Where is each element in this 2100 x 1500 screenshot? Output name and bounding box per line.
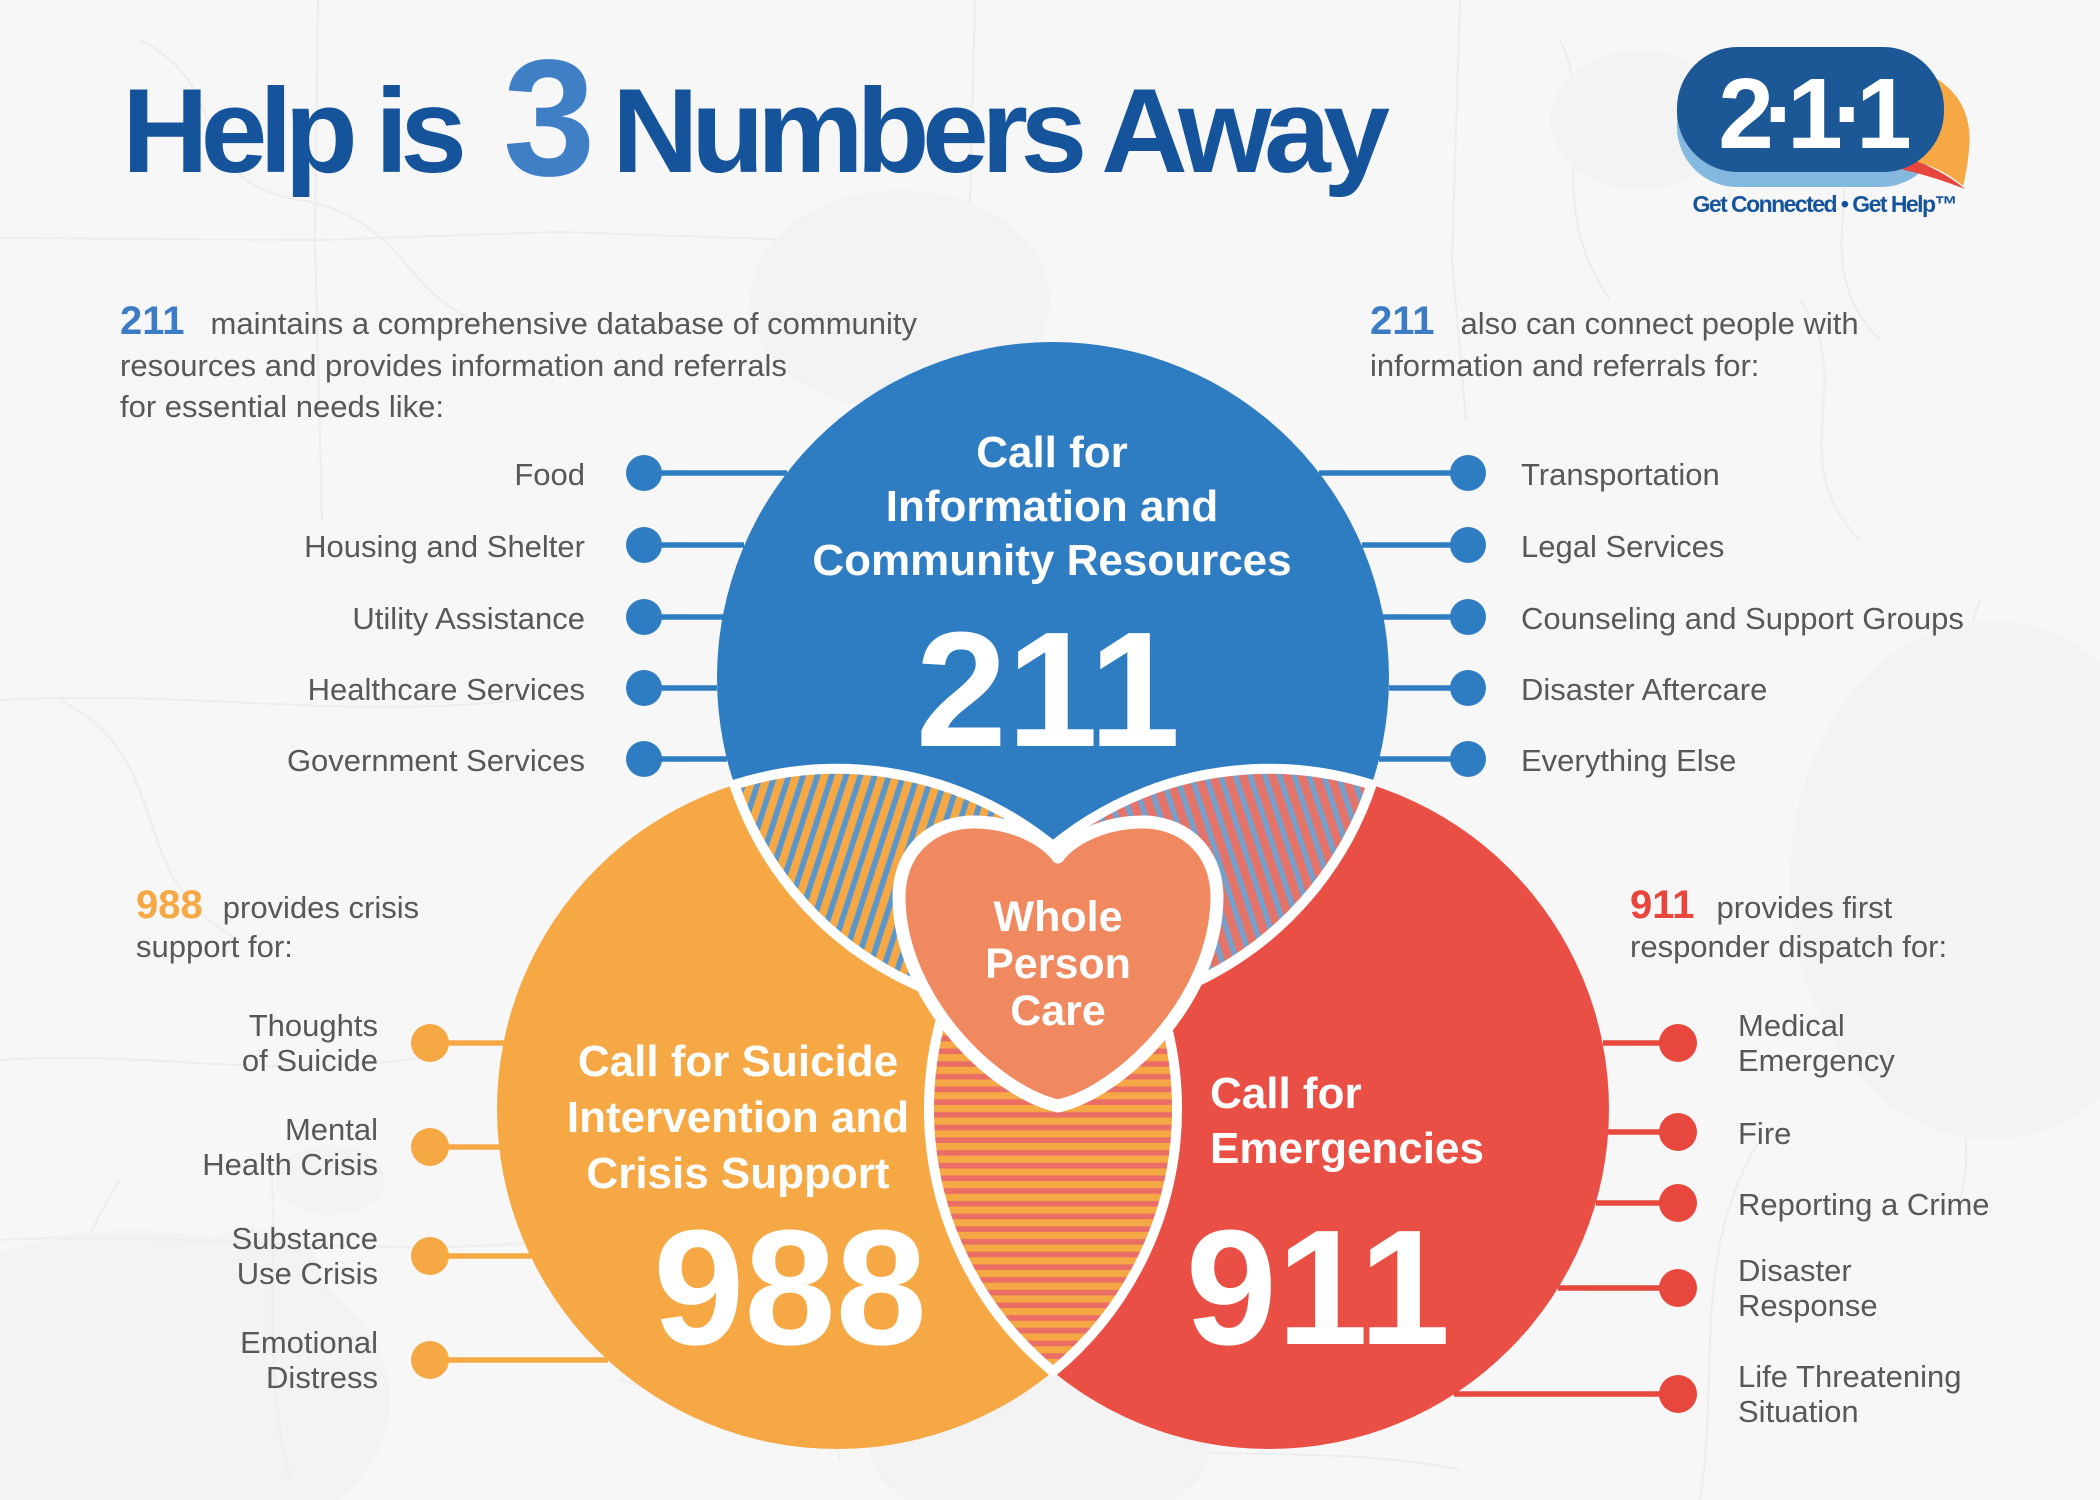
svg-text:Housing and Shelter: Housing and Shelter bbox=[304, 529, 585, 564]
svg-text:Emergency: Emergency bbox=[1738, 1043, 1895, 1078]
svg-text:Get Connected • Get Help™: Get Connected • Get Help™ bbox=[1693, 191, 1958, 217]
svg-text:Emotional: Emotional bbox=[240, 1325, 378, 1360]
svg-text:Distress: Distress bbox=[266, 1360, 378, 1395]
svg-text:Transportation: Transportation bbox=[1521, 457, 1720, 492]
svg-text:Call for: Call for bbox=[976, 428, 1128, 477]
svg-text:Situation: Situation bbox=[1738, 1394, 1859, 1429]
svg-text:Government Services: Government Services bbox=[287, 743, 585, 778]
svg-text:support for:: support for: bbox=[136, 929, 293, 964]
svg-text:Utility Assistance: Utility Assistance bbox=[352, 601, 585, 636]
svg-text:Help is: Help is bbox=[122, 64, 467, 198]
svg-text:Everything Else: Everything Else bbox=[1521, 743, 1736, 778]
svg-text:Disaster: Disaster bbox=[1738, 1253, 1852, 1288]
svg-text:for essential needs like:: for essential needs like: bbox=[120, 389, 444, 424]
svg-text:911: 911 bbox=[1186, 1196, 1451, 1379]
svg-text:Healthcare Services: Healthcare Services bbox=[308, 672, 585, 707]
svg-text:Disaster Aftercare: Disaster Aftercare bbox=[1521, 672, 1767, 707]
svg-text:Numbers Away: Numbers Away bbox=[612, 64, 1390, 198]
svg-text:Person: Person bbox=[985, 940, 1131, 988]
svg-text:Food: Food bbox=[514, 457, 585, 492]
svg-text:information and referrals for:: information and referrals for: bbox=[1370, 348, 1759, 383]
svg-text:Community Resources: Community Resources bbox=[812, 536, 1291, 585]
svg-text:Care: Care bbox=[1010, 987, 1106, 1035]
svg-text:Life Threatening: Life Threatening bbox=[1738, 1359, 1961, 1394]
svg-text:Whole: Whole bbox=[994, 893, 1123, 941]
svg-text:Information and: Information and bbox=[886, 482, 1218, 531]
svg-text:Call for: Call for bbox=[1210, 1069, 1362, 1118]
svg-text:Medical: Medical bbox=[1738, 1008, 1845, 1043]
svg-text:Counseling and Support Groups: Counseling and Support Groups bbox=[1521, 601, 1964, 636]
svg-text:Use Crisis: Use Crisis bbox=[237, 1256, 378, 1291]
svg-text:resources and provides informa: resources and provides information and r… bbox=[120, 348, 787, 383]
svg-text:Substance: Substance bbox=[232, 1221, 379, 1256]
svg-text:Intervention and: Intervention and bbox=[567, 1093, 909, 1142]
svg-text:988: 988 bbox=[653, 1196, 927, 1379]
svg-text:Reporting a Crime: Reporting a Crime bbox=[1738, 1187, 1990, 1222]
svg-text:responder dispatch for:: responder dispatch for: bbox=[1630, 929, 1947, 964]
svg-text:Thoughts: Thoughts bbox=[249, 1008, 378, 1043]
svg-text:Legal Services: Legal Services bbox=[1521, 529, 1724, 564]
svg-text:Response: Response bbox=[1738, 1288, 1878, 1323]
svg-text:Call for Suicide: Call for Suicide bbox=[578, 1037, 898, 1086]
svg-text:211: 211 bbox=[916, 598, 1181, 781]
svg-text:2·1·1: 2·1·1 bbox=[1718, 58, 1909, 170]
svg-text:of Suicide: of Suicide bbox=[242, 1043, 378, 1078]
svg-text:Fire: Fire bbox=[1738, 1116, 1791, 1151]
svg-text:Emergencies: Emergencies bbox=[1210, 1124, 1484, 1173]
svg-text:Crisis Support: Crisis Support bbox=[586, 1149, 889, 1198]
svg-text:Mental: Mental bbox=[285, 1112, 378, 1147]
svg-text:Health Crisis: Health Crisis bbox=[202, 1147, 378, 1182]
svg-text:3: 3 bbox=[503, 26, 595, 211]
